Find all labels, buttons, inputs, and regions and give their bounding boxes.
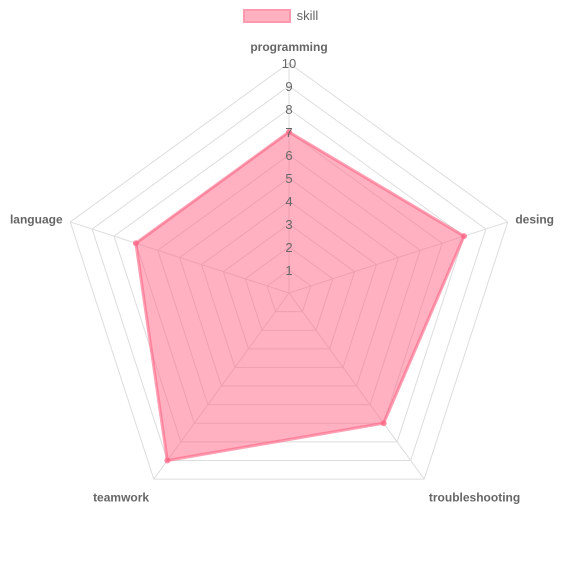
- axis-label-desing: desing: [515, 212, 554, 226]
- tick-label-9: 9: [285, 79, 292, 94]
- legend[interactable]: skill: [0, 8, 561, 23]
- axis-label-programming: programming: [250, 40, 327, 54]
- tick-label-8: 8: [285, 102, 292, 117]
- tick-label-5: 5: [285, 171, 292, 186]
- axis-label-troubleshooting: troubleshooting: [429, 491, 520, 505]
- tick-label-10: 10: [282, 56, 296, 71]
- grid-ring-8: [113, 108, 465, 443]
- data-point-programming: [286, 129, 292, 135]
- tick-label-4: 4: [285, 194, 292, 209]
- data-point-desing: [460, 233, 467, 240]
- tick-label-3: 3: [285, 217, 292, 232]
- grid-ring-9: [91, 85, 487, 461]
- series-area-skill: [134, 130, 466, 462]
- tick-label-7: 7: [285, 125, 292, 140]
- tick-label-6: 6: [285, 148, 292, 163]
- axis-label-language: language: [10, 212, 63, 226]
- legend-swatch-skill: [242, 8, 291, 23]
- tick-label-2: 2: [285, 240, 292, 255]
- data-point-troubleshooting: [380, 420, 387, 427]
- legend-label-skill: skill: [296, 8, 319, 23]
- data-point-language: [132, 240, 139, 247]
- axis-label-teamwork: teamwork: [93, 491, 149, 505]
- tick-label-1: 1: [285, 263, 292, 278]
- data-point-teamwork: [164, 457, 171, 464]
- grid-ring-10: [69, 62, 509, 480]
